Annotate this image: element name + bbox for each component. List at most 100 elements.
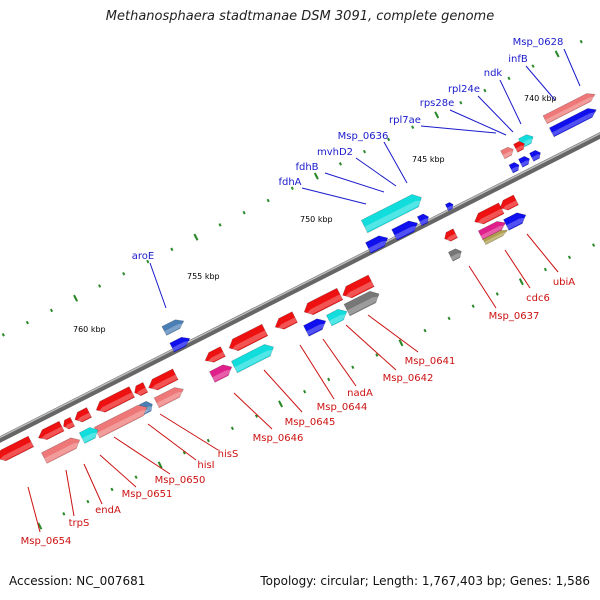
gene-label: fdhA bbox=[278, 177, 301, 188]
gene-cyan bbox=[78, 427, 99, 444]
tick-mark bbox=[507, 76, 511, 81]
gene-red-shade bbox=[206, 351, 225, 363]
gene-cyan bbox=[230, 344, 274, 374]
tick-mark bbox=[218, 223, 222, 227]
gene-pink-shade bbox=[156, 391, 185, 407]
gene-red bbox=[0, 435, 35, 462]
gene-pink-shade bbox=[502, 151, 515, 159]
gene-label: Msp_0628 bbox=[513, 37, 564, 48]
leader-line bbox=[383, 141, 408, 184]
gene-red bbox=[134, 381, 149, 397]
leader-line bbox=[420, 125, 497, 134]
gene-gray bbox=[343, 290, 380, 317]
tick-mark bbox=[206, 438, 210, 443]
gene-blue bbox=[365, 235, 389, 254]
gene-magenta bbox=[209, 364, 233, 383]
gene-pink bbox=[40, 437, 81, 464]
tick-mark bbox=[290, 186, 294, 191]
gene-blue bbox=[303, 318, 327, 337]
tick-mark bbox=[592, 243, 596, 247]
gene-blue-shade bbox=[306, 323, 327, 336]
gene-label: Msp_0651 bbox=[122, 489, 173, 500]
leader-line bbox=[345, 324, 397, 371]
gene-steel bbox=[161, 319, 185, 336]
gene-blue bbox=[529, 149, 541, 162]
gene-cyan-shade bbox=[329, 313, 349, 326]
tick-mark bbox=[398, 339, 404, 347]
gene-red bbox=[148, 368, 179, 391]
gene-blue bbox=[391, 220, 419, 241]
tick-mark bbox=[86, 499, 90, 504]
tick-mark bbox=[351, 365, 355, 370]
gene-red-shade bbox=[39, 426, 64, 441]
leader-line bbox=[147, 423, 197, 461]
gene-red-shade bbox=[230, 330, 268, 351]
scale-label: 750 kbp bbox=[300, 215, 333, 224]
gene-label: hisS bbox=[218, 449, 239, 460]
tick-mark bbox=[62, 512, 66, 516]
tick-mark bbox=[362, 149, 367, 154]
gene-label: Msp_0644 bbox=[317, 402, 368, 413]
gene-blue-shade bbox=[447, 205, 454, 211]
tick-mark bbox=[483, 88, 487, 93]
leader-line bbox=[233, 392, 273, 430]
scale-label: 755 kbp bbox=[187, 272, 220, 281]
leader-line bbox=[263, 369, 303, 413]
gene-steel-shade bbox=[164, 323, 185, 335]
gene-gray-shade bbox=[347, 296, 381, 316]
scale-ticks: 740 kbp 745 kbp 750 kbp 755 kbp 760 kbp bbox=[1, 39, 596, 530]
gene-label: ubiA bbox=[553, 277, 575, 288]
gene-label: ndk bbox=[484, 68, 503, 79]
gene-red-shade bbox=[475, 208, 504, 225]
gene-red bbox=[95, 386, 136, 413]
gene-red bbox=[444, 228, 459, 242]
backbone bbox=[0, 132, 600, 443]
tick-mark bbox=[25, 320, 29, 325]
gene-red bbox=[63, 416, 76, 430]
gene-label: endA bbox=[95, 505, 121, 516]
leader-line bbox=[367, 314, 419, 353]
gene-red-shade bbox=[305, 294, 343, 315]
gene-label: rps28e bbox=[420, 98, 455, 109]
gene-label: Msp_0646 bbox=[253, 433, 304, 444]
tick-mark bbox=[338, 162, 342, 166]
leader-line bbox=[99, 454, 137, 488]
gene-pink-shade bbox=[545, 96, 596, 124]
gene-red bbox=[274, 311, 298, 330]
gene-label: Msp_0650 bbox=[155, 475, 206, 486]
gene-red-shade bbox=[445, 233, 458, 241]
gene-blue-shade bbox=[419, 218, 430, 226]
tick-mark bbox=[122, 271, 126, 276]
gene-blue bbox=[416, 213, 429, 227]
tick-mark bbox=[543, 267, 547, 272]
tick-mark bbox=[554, 50, 560, 58]
gene-red bbox=[37, 420, 65, 440]
gene-red-shade bbox=[97, 392, 135, 413]
tick-mark bbox=[37, 522, 43, 530]
tick-mark bbox=[303, 389, 307, 394]
tick-mark bbox=[327, 377, 331, 382]
gene-red-shade bbox=[135, 387, 148, 395]
gene-cyan-shade bbox=[82, 432, 100, 443]
gene-label: Msp_0642 bbox=[383, 373, 434, 384]
leader-line bbox=[504, 249, 531, 289]
gene-red-shade bbox=[276, 317, 298, 330]
gene-olive-shade bbox=[484, 231, 509, 245]
gene-label: aroE bbox=[132, 251, 154, 262]
leader-line bbox=[468, 265, 497, 309]
gene-labels: Msp_0628infBndkrpl24erps28erpl7aeMsp_063… bbox=[21, 37, 581, 547]
gene-magenta-shade bbox=[212, 369, 233, 382]
gene-blue-shade bbox=[551, 111, 598, 137]
tick-mark bbox=[471, 304, 475, 308]
leader-line bbox=[299, 344, 335, 400]
map-title: Methanosphaera stadtmanae DSM 3091, comp… bbox=[105, 9, 495, 24]
tick-mark bbox=[134, 475, 138, 479]
leader-line bbox=[113, 436, 171, 475]
gene-cyan-shade bbox=[234, 349, 275, 372]
tick-mark bbox=[182, 450, 186, 455]
scale-label: 760 kbp bbox=[73, 325, 106, 334]
gene-label: fdhB bbox=[295, 162, 318, 173]
gene-magenta-shade bbox=[480, 224, 507, 240]
gene-blue bbox=[169, 336, 191, 353]
tick-mark bbox=[49, 308, 54, 313]
